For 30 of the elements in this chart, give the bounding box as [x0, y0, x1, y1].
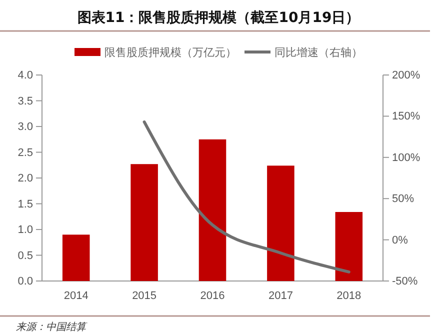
line-series	[142, 120, 350, 274]
y-tick-label: 4.0	[18, 70, 33, 82]
bar	[335, 212, 363, 281]
bar	[130, 164, 158, 281]
y2-tick-label: 150%	[392, 110, 420, 123]
bar	[267, 166, 294, 281]
y2-tick-label: 100%	[392, 152, 420, 164]
y2-tick-label: -50%	[392, 276, 418, 288]
legend-label: 限售股质押规模（万亿元）	[104, 46, 236, 59]
y2-tick-label: 200%	[392, 70, 420, 82]
y-tick-label: 3.0	[18, 121, 33, 134]
y-tick-label: 2.0	[18, 172, 33, 185]
y2-tick-label: 50%	[392, 193, 414, 206]
x-tick-label: 2014	[64, 290, 88, 302]
y-tick-label: 0.5	[18, 250, 33, 262]
x-tick-label: 2018	[336, 290, 362, 302]
y-tick-label: 1.5	[18, 198, 33, 210]
y-tick-label: 2.5	[18, 146, 33, 159]
y-tick-label: 3.5	[18, 95, 33, 108]
legend-label: 同比增速（右轴）	[274, 46, 362, 59]
y-tick-label: 1.0	[18, 224, 33, 236]
y2-tick-label: 0%	[392, 234, 408, 246]
bar	[62, 234, 90, 281]
y-tick-label: 0.0	[18, 276, 33, 288]
bar	[198, 139, 226, 281]
chart-title: 图表11：限售股质押规模（截至10月19日）	[77, 9, 360, 26]
x-tick-label: 2015	[132, 290, 157, 302]
x-tick-label: 2016	[200, 290, 225, 302]
source-note: 来源：中国结算	[16, 321, 88, 333]
x-tick-label: 2017	[268, 290, 293, 302]
